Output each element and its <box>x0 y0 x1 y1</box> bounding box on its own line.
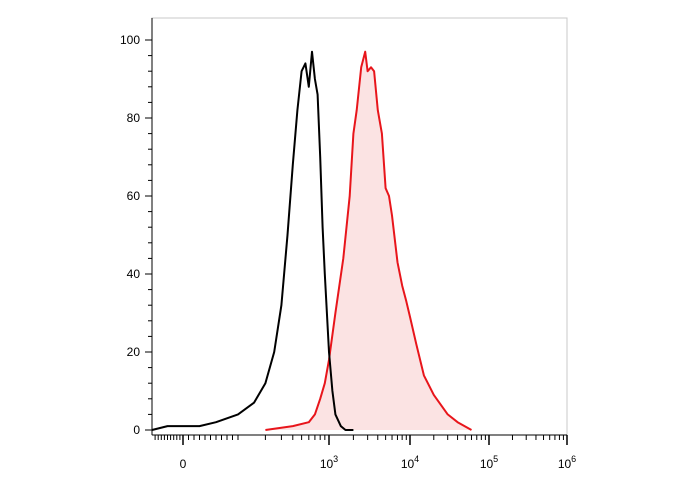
x-tick-label: 104 <box>401 454 419 471</box>
y-tick-label: 20 <box>127 345 141 359</box>
x-tick-exponent: 4 <box>414 454 419 464</box>
series-0-line <box>151 50 354 431</box>
y-tick-label: 40 <box>127 267 141 281</box>
x-tick-label: 0 <box>180 457 187 471</box>
x-tick-label: 105 <box>480 454 498 471</box>
x-tick-label: 106 <box>558 454 576 471</box>
y-tick-label: 0 <box>133 423 140 437</box>
x-tick-exponent: 6 <box>571 454 576 464</box>
y-tick-label: 60 <box>127 189 141 203</box>
series-layer <box>151 50 472 431</box>
series-1-area <box>265 51 472 430</box>
y-tick-label: 100 <box>120 33 140 47</box>
x-axis: 0 103 104 105 106 <box>154 435 576 471</box>
x-tick-label: 103 <box>320 454 338 471</box>
y-axis: 0 20 40 60 80 100 <box>120 33 152 437</box>
series-1-line <box>265 50 472 431</box>
x-tick-exponent: 5 <box>493 454 498 464</box>
y-tick-label: 80 <box>127 111 141 125</box>
x-tick-exponent: 3 <box>333 454 338 464</box>
